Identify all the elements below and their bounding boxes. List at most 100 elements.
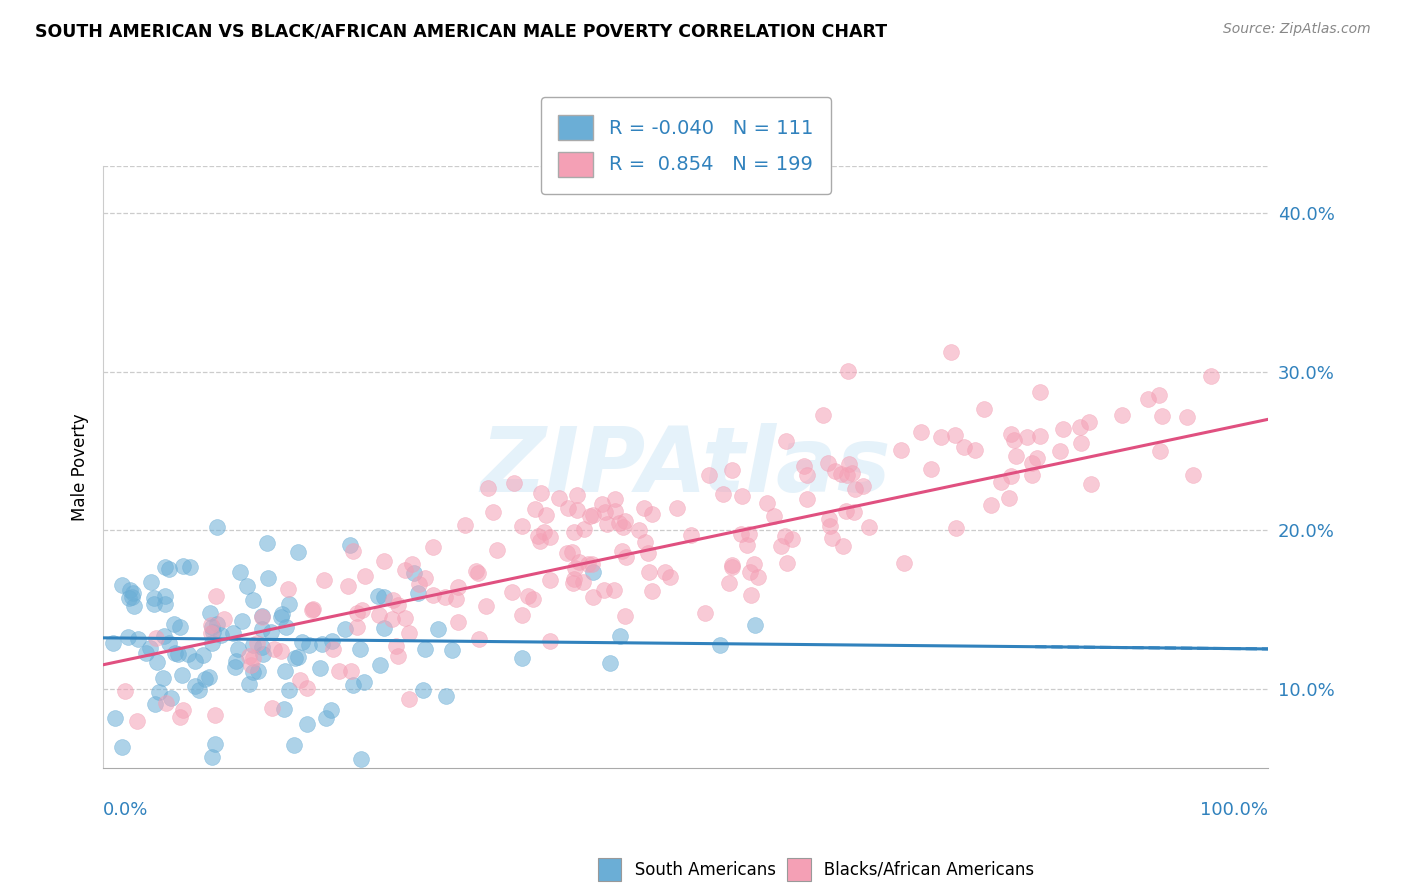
Point bbox=[633, 501, 655, 516]
Point bbox=[579, 509, 602, 524]
Point bbox=[1147, 388, 1170, 402]
Point bbox=[555, 546, 578, 560]
Text: SOUTH AMERICAN VS BLACK/AFRICAN AMERICAN MALE POVERTY CORRELATION CHART: SOUTH AMERICAN VS BLACK/AFRICAN AMERICAN… bbox=[35, 22, 887, 40]
Point bbox=[1070, 435, 1092, 450]
Point bbox=[1002, 433, 1025, 447]
Point bbox=[1182, 468, 1205, 483]
Point bbox=[965, 442, 987, 457]
Point bbox=[440, 643, 463, 657]
Point bbox=[238, 676, 260, 690]
Point bbox=[731, 489, 754, 503]
Point bbox=[818, 519, 841, 533]
Point bbox=[387, 598, 409, 612]
Point bbox=[298, 638, 321, 652]
Point bbox=[214, 612, 236, 626]
Point bbox=[118, 591, 141, 606]
Point bbox=[735, 538, 758, 552]
Point bbox=[328, 664, 350, 678]
Legend: R = -0.040   N = 111, R =  0.854   N = 199: R = -0.040 N = 111, R = 0.854 N = 199 bbox=[541, 97, 831, 194]
Point bbox=[512, 519, 534, 533]
Point bbox=[1015, 430, 1038, 444]
Point bbox=[561, 544, 583, 558]
Point bbox=[367, 589, 389, 603]
Point bbox=[567, 503, 589, 517]
Point bbox=[796, 468, 818, 483]
Point bbox=[184, 679, 207, 693]
Point bbox=[547, 491, 569, 505]
Point bbox=[796, 491, 818, 506]
Point bbox=[165, 646, 187, 660]
Point bbox=[200, 618, 222, 632]
Point bbox=[1149, 443, 1171, 458]
Point bbox=[522, 592, 544, 607]
Point bbox=[127, 714, 149, 729]
Point bbox=[654, 565, 676, 579]
Point bbox=[1005, 450, 1028, 464]
Point bbox=[263, 641, 285, 656]
Point bbox=[738, 526, 761, 541]
Point bbox=[939, 344, 962, 359]
Point bbox=[564, 525, 586, 540]
Point bbox=[744, 618, 766, 632]
Point bbox=[252, 623, 274, 637]
Point bbox=[640, 584, 662, 599]
Point bbox=[433, 590, 456, 604]
Point bbox=[1028, 385, 1050, 400]
Point bbox=[354, 569, 377, 583]
Point bbox=[929, 430, 952, 444]
Point bbox=[422, 588, 444, 602]
Point bbox=[510, 608, 533, 623]
Point bbox=[283, 738, 305, 752]
Point bbox=[770, 539, 793, 553]
Point bbox=[486, 542, 509, 557]
Point bbox=[1136, 392, 1159, 406]
Point bbox=[339, 538, 361, 552]
Point bbox=[322, 642, 344, 657]
Point bbox=[169, 620, 191, 634]
Point bbox=[252, 648, 274, 662]
Point bbox=[530, 485, 553, 500]
Text: ZIPAtlas: ZIPAtlas bbox=[481, 423, 891, 511]
Point bbox=[524, 502, 547, 516]
Point bbox=[447, 615, 470, 630]
Point bbox=[160, 690, 183, 705]
Point bbox=[830, 467, 852, 481]
Point bbox=[1080, 477, 1102, 491]
Point bbox=[740, 588, 762, 602]
Point bbox=[350, 603, 373, 617]
Point bbox=[953, 440, 976, 454]
Point bbox=[467, 566, 489, 580]
Point bbox=[153, 589, 176, 603]
Text: 100.0%: 100.0% bbox=[1201, 801, 1268, 819]
Point bbox=[262, 701, 284, 715]
Point bbox=[159, 562, 181, 576]
Point bbox=[637, 546, 659, 560]
Point bbox=[613, 514, 636, 528]
Point bbox=[890, 443, 912, 458]
Point bbox=[742, 557, 765, 571]
Point bbox=[353, 674, 375, 689]
Point bbox=[242, 593, 264, 607]
Point bbox=[287, 649, 309, 664]
Point bbox=[201, 625, 224, 640]
Point bbox=[838, 457, 860, 471]
Point bbox=[637, 566, 659, 580]
Point bbox=[315, 711, 337, 725]
Point bbox=[858, 520, 880, 534]
Point bbox=[242, 638, 264, 652]
Point bbox=[321, 633, 343, 648]
Point bbox=[1021, 456, 1043, 470]
Point bbox=[679, 528, 702, 542]
Point bbox=[236, 579, 259, 593]
Point bbox=[408, 577, 430, 591]
Point bbox=[835, 468, 858, 483]
Point bbox=[394, 563, 416, 577]
Point bbox=[145, 631, 167, 645]
Point bbox=[1028, 429, 1050, 443]
Point bbox=[270, 644, 292, 658]
Point bbox=[346, 607, 368, 621]
Point bbox=[270, 609, 292, 624]
Point bbox=[194, 672, 217, 686]
Point bbox=[188, 683, 211, 698]
Text: Blacks/African Americans: Blacks/African Americans bbox=[808, 861, 1035, 879]
